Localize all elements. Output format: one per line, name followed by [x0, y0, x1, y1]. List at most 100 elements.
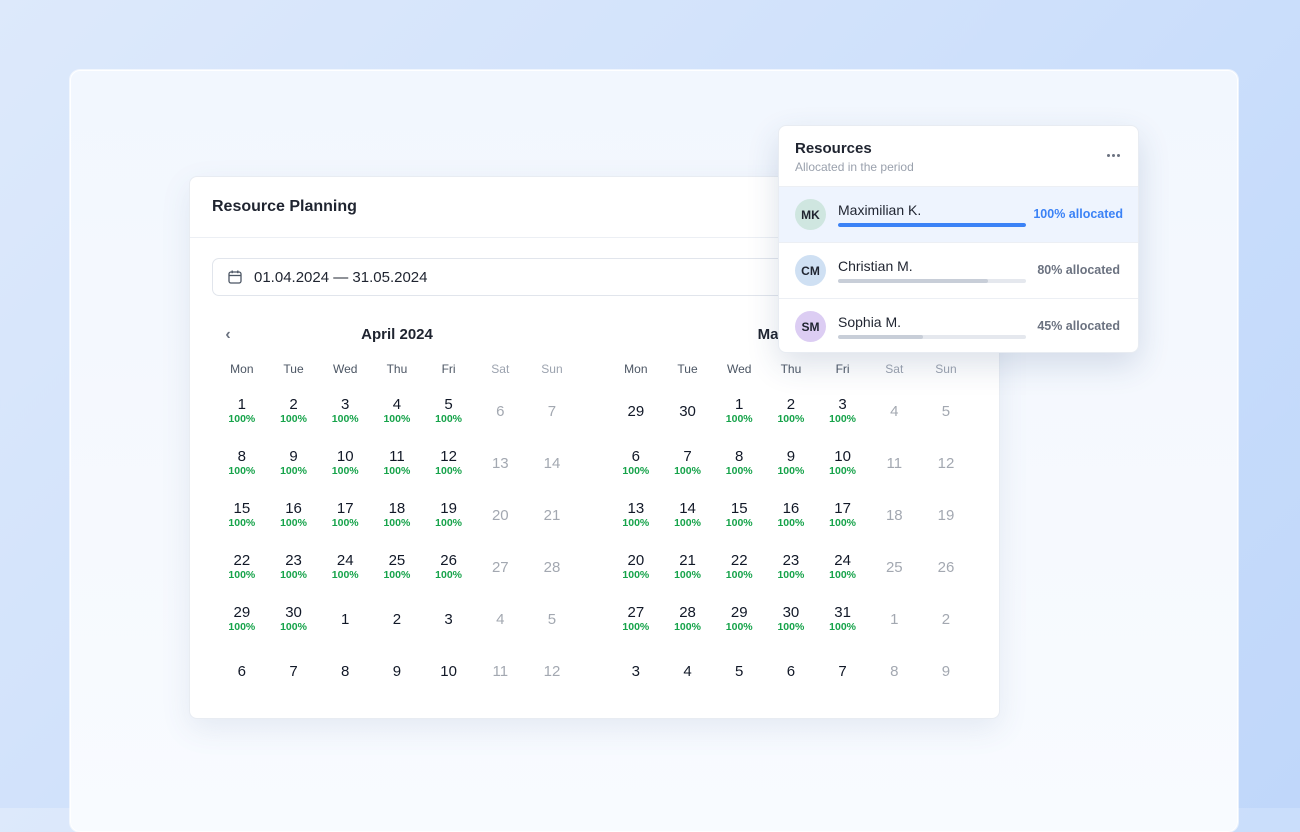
day-cell[interactable]: 12 100%: [423, 437, 475, 489]
day-cell[interactable]: 13 100%: [610, 489, 662, 541]
day-cell[interactable]: 14: [526, 437, 578, 489]
day-cell[interactable]: 30 100%: [765, 593, 817, 645]
day-allocation: 100%: [331, 413, 359, 425]
day-cell[interactable]: 26: [920, 541, 972, 593]
day-cell[interactable]: 10 100%: [817, 437, 869, 489]
day-cell[interactable]: 18: [868, 489, 920, 541]
day-cell[interactable]: 17 100%: [817, 489, 869, 541]
day-cell[interactable]: 27 100%: [610, 593, 662, 645]
day-cell[interactable]: 5: [713, 645, 765, 697]
day-cell[interactable]: 20 100%: [610, 541, 662, 593]
allocation-bar: [838, 279, 1026, 283]
day-cell[interactable]: 24 100%: [319, 541, 371, 593]
day-cell[interactable]: 11: [868, 437, 920, 489]
day-cell[interactable]: 4: [868, 385, 920, 437]
day-number: 22: [233, 552, 251, 569]
day-cell[interactable]: 28 100%: [662, 593, 714, 645]
day-cell[interactable]: 25 100%: [371, 541, 423, 593]
day-cell[interactable]: 9: [920, 645, 972, 697]
day-cell[interactable]: 19: [920, 489, 972, 541]
day-cell[interactable]: 3 100%: [319, 385, 371, 437]
day-cell[interactable]: 8 100%: [713, 437, 765, 489]
day-cell[interactable]: 10 100%: [319, 437, 371, 489]
previous-month-button[interactable]: ‹: [225, 326, 231, 343]
day-cell[interactable]: 22 100%: [216, 541, 268, 593]
day-cell[interactable]: 8: [868, 645, 920, 697]
day-cell[interactable]: 30: [662, 385, 714, 437]
day-cell[interactable]: 5: [526, 593, 578, 645]
day-cell[interactable]: 31 100%: [817, 593, 869, 645]
day-cell[interactable]: 22 100%: [713, 541, 765, 593]
day-cell[interactable]: 7: [526, 385, 578, 437]
day-cell[interactable]: 11 100%: [371, 437, 423, 489]
day-cell[interactable]: 6: [765, 645, 817, 697]
day-cell[interactable]: 12: [526, 645, 578, 697]
day-cell[interactable]: 6 100%: [610, 437, 662, 489]
day-cell[interactable]: 7: [817, 645, 869, 697]
day-cell[interactable]: 26 100%: [423, 541, 475, 593]
day-cell[interactable]: 7: [268, 645, 320, 697]
day-cell[interactable]: 1 100%: [713, 385, 765, 437]
more-horizontal-icon[interactable]: [1104, 146, 1122, 164]
resource-row[interactable]: MK Maximilian K. 100% allocated: [779, 187, 1138, 243]
day-cell[interactable]: 8: [319, 645, 371, 697]
day-cell[interactable]: 15 100%: [713, 489, 765, 541]
day-cell[interactable]: 1: [319, 593, 371, 645]
day-cell[interactable]: 6: [216, 645, 268, 697]
day-cell[interactable]: 8 100%: [216, 437, 268, 489]
day-cell[interactable]: 7 100%: [662, 437, 714, 489]
day-cell[interactable]: 16 100%: [268, 489, 320, 541]
day-cell[interactable]: 28: [526, 541, 578, 593]
day-cell[interactable]: 2 100%: [268, 385, 320, 437]
day-cell[interactable]: 3: [610, 645, 662, 697]
day-cell[interactable]: 29: [610, 385, 662, 437]
day-cell[interactable]: 20: [474, 489, 526, 541]
day-cell[interactable]: 1: [868, 593, 920, 645]
day-cell[interactable]: 5: [920, 385, 972, 437]
day-cell[interactable]: 23 100%: [765, 541, 817, 593]
day-cell[interactable]: 10: [423, 645, 475, 697]
day-cell[interactable]: 29 100%: [713, 593, 765, 645]
day-cell[interactable]: 6: [474, 385, 526, 437]
resource-row[interactable]: CM Christian M. 80% allocated: [779, 243, 1138, 299]
day-cell[interactable]: 2: [920, 593, 972, 645]
day-cell[interactable]: 12: [920, 437, 972, 489]
day-cell[interactable]: 9: [371, 645, 423, 697]
day-number: 4: [683, 662, 692, 680]
day-cell[interactable]: 21 100%: [662, 541, 714, 593]
day-cell[interactable]: 19 100%: [423, 489, 475, 541]
resources-header: Resources Allocated in the period: [779, 126, 1138, 187]
day-cell[interactable]: 4 100%: [371, 385, 423, 437]
day-cell[interactable]: 17 100%: [319, 489, 371, 541]
day-cell[interactable]: 1 100%: [216, 385, 268, 437]
day-cell[interactable]: 18 100%: [371, 489, 423, 541]
day-cell[interactable]: 29 100%: [216, 593, 268, 645]
day-cell[interactable]: 3 100%: [817, 385, 869, 437]
resource-row[interactable]: SM Sophia M. 45% allocated: [779, 299, 1138, 352]
day-number: 1: [237, 396, 247, 413]
day-cell[interactable]: 3: [423, 593, 475, 645]
day-cell[interactable]: 4: [662, 645, 714, 697]
day-allocation: 100%: [674, 517, 701, 529]
day-cell[interactable]: 9 100%: [765, 437, 817, 489]
day-cell[interactable]: 13: [474, 437, 526, 489]
day-cell[interactable]: 16 100%: [765, 489, 817, 541]
day-number: 7: [838, 662, 847, 680]
day-number: 26: [937, 558, 955, 576]
day-cell[interactable]: 5 100%: [423, 385, 475, 437]
day-cell[interactable]: 24 100%: [817, 541, 869, 593]
day-cell[interactable]: 11: [474, 645, 526, 697]
day-cell[interactable]: 2 100%: [765, 385, 817, 437]
day-cell[interactable]: 15 100%: [216, 489, 268, 541]
day-cell[interactable]: 2: [371, 593, 423, 645]
day-cell[interactable]: 9 100%: [268, 437, 320, 489]
day-cell[interactable]: 14 100%: [662, 489, 714, 541]
day-cell[interactable]: 23 100%: [268, 541, 320, 593]
day-cell[interactable]: 25: [868, 541, 920, 593]
resources-list: MK Maximilian K. 100% allocated CM Christian…: [779, 187, 1138, 352]
day-cell[interactable]: 4: [474, 593, 526, 645]
day-cell[interactable]: 21: [526, 489, 578, 541]
weekday-header: Fri: [835, 362, 850, 376]
day-cell[interactable]: 27: [474, 541, 526, 593]
day-cell[interactable]: 30 100%: [268, 593, 320, 645]
